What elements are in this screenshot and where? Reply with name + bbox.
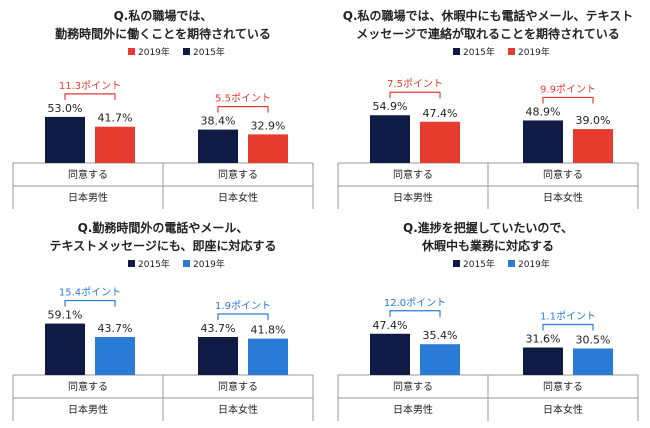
category-label: 日本女性 [218,191,258,204]
bar-women-2015 [523,120,563,163]
bar-women-2015 [198,129,238,163]
category-sub-label: 同意する [68,380,108,393]
difference-bracket [542,323,594,331]
bar-women-2015 [198,336,238,375]
bar-value-label: 43.7% [98,322,133,335]
category-label: 日本女性 [543,403,583,416]
bar-value-label: 47.4% [423,107,458,120]
category-label: 日本女性 [218,403,258,416]
chart-title-line: メッセージで連絡が取れることを期待されている [356,26,619,41]
difference-bracket [389,310,441,317]
difference-label: 12.0ポイント [384,297,446,309]
bar-value-label: 59.1% [48,309,83,322]
chart-panel-2: Q.私の職場では、休暇中にも電話やメール、テキスト メッセージで連絡が取れることを… [325,0,650,212]
bar-men-2019 [95,126,135,163]
difference-label: 11.3ポイント [59,80,121,92]
category-label: 日本男性 [393,191,433,204]
legend-swatch [128,48,135,55]
difference-label: 1.1ポイント [540,311,596,323]
chart-title-line: 休暇中も業務に対応する [421,238,554,253]
difference-bracket [542,96,594,104]
difference-label: 5.5ポイント [215,93,271,105]
chart-title-line: Q.勤務時間外の電話やメール、 [78,220,249,235]
bar-men-2015 [370,333,410,375]
category-sub-label: 同意する [218,168,258,181]
legend-label: 2015年 [193,46,225,58]
difference-label: 15.4ポイント [59,287,121,299]
bar-value-label: 43.7% [201,322,236,335]
bar-value-label: 39.0% [576,114,611,127]
chart-panel-4: Q.進捗を把握していたいので、 休暇中も業務に対応する 2015年 2019年 47.4… [325,212,650,424]
category-sub-label: 同意する [68,168,108,181]
category-label: 日本女性 [543,191,583,204]
category-sub-label: 同意する [393,380,433,393]
bar-value-label: 41.7% [98,112,133,125]
difference-label: 7.5ポイント [387,78,443,90]
category-sub-label: 同意する [543,380,583,393]
chart-title-line: Q.私の職場では、休暇中にも電話やメール、テキスト [343,8,633,23]
bar-women-2019 [248,134,288,163]
legend-label: 2019年 [518,258,550,270]
legend-swatch [128,260,135,267]
chart-title-line: Q.私の職場では、 [114,8,213,23]
legend-swatch [453,260,460,267]
difference-label: 1.9ポイント [215,300,271,312]
bar-women-2015 [523,347,563,375]
bar-value-label: 53.0% [48,102,83,115]
chart-panel-1: Q.私の職場では、勤務時間外に働くことを期待されている 2019年 2015年 53.… [0,0,325,212]
bar-value-label: 31.6% [526,333,561,346]
bar-men-2019 [95,336,135,375]
bar-women-2019 [573,129,613,163]
legend-swatch [453,48,460,55]
category-label: 日本男性 [68,191,108,204]
chart-3-svg: Q.勤務時間外の電話やメール、テキストメッセージにも、即座に対応する 2015年 2… [12,220,314,421]
difference-label: 9.9ポイント [540,83,596,95]
bar-men-2015 [45,116,85,163]
bar-value-label: 47.4% [373,319,408,332]
bar-value-label: 38.4% [201,115,236,128]
bar-value-label: 48.9% [526,105,561,118]
legend-label: 2015年 [463,258,495,270]
chart-title-line: Q.進捗を把握していたいので、 [403,220,573,235]
chart-1-svg: Q.私の職場では、勤務時間外に働くことを期待されている 2019年 2015年 53.… [12,8,314,209]
difference-bracket [64,299,116,307]
bar-women-2019 [248,338,288,375]
category-label: 日本男性 [68,403,108,416]
bar-men-2019 [420,121,460,163]
bar-men-2015 [45,323,85,375]
bar-men-2019 [420,344,460,375]
legend-label: 2015年 [463,46,495,58]
legend-label: 2019年 [138,46,170,58]
category-sub-label: 同意する [543,168,583,181]
legend-swatch [183,48,190,55]
legend-label: 2015年 [138,258,170,270]
legend-swatch [508,48,515,55]
legend-swatch [508,260,515,267]
bar-value-label: 32.9% [251,119,286,132]
chart-2-svg: Q.私の職場では、休暇中にも電話やメール、テキストメッセージで連絡が取れることを… [337,8,639,209]
difference-bracket [389,91,441,99]
difference-bracket [64,93,116,100]
bar-value-label: 54.9% [373,100,408,113]
legend-label: 2019年 [518,46,550,58]
legend-label: 2019年 [193,258,225,270]
chart-4-svg: Q.進捗を把握していたいので、休暇中も業務に対応する 2015年 2019年 47.4… [337,220,639,421]
legend-swatch [183,260,190,267]
category-label: 日本男性 [393,403,433,416]
bar-women-2019 [573,348,613,375]
chart-panel-3: Q.勤務時間外の電話やメール、テキストメッセージにも、即座に対応する 2015年 2… [0,212,325,424]
bar-value-label: 30.5% [576,333,611,346]
category-sub-label: 同意する [393,168,433,181]
bar-men-2015 [370,115,410,163]
bar-value-label: 35.4% [423,329,458,342]
difference-bracket [217,313,269,320]
chart-title-line: テキストメッセージにも、即座に対応する [49,238,276,253]
chart-title-line: 勤務時間外に働くことを期待されている [55,26,271,41]
difference-bracket [217,105,269,113]
category-sub-label: 同意する [218,380,258,393]
bar-value-label: 41.8% [251,324,286,337]
